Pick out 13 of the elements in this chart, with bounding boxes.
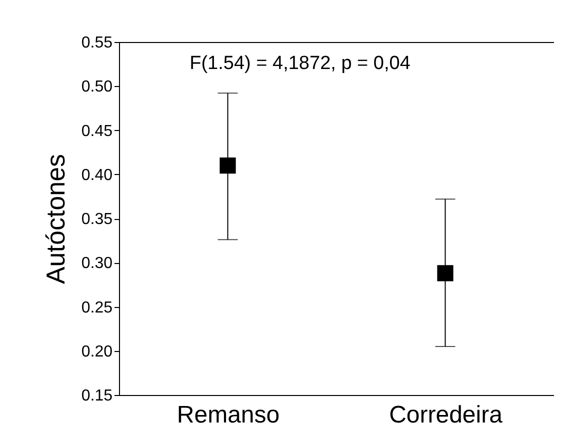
y-tick-label: 0.30 bbox=[81, 255, 113, 272]
y-tick-label: 0.15 bbox=[81, 388, 113, 404]
y-tick-label: 0.50 bbox=[81, 78, 113, 96]
y-tick-label: 0.35 bbox=[81, 211, 113, 228]
y-axis-title: Autóctones bbox=[40, 154, 70, 284]
x-tick-label: Corredeira bbox=[389, 402, 504, 428]
y-tick-label: 0.40 bbox=[81, 166, 113, 184]
y-tick-label: 0.25 bbox=[81, 299, 113, 316]
y-tick-label: 0.20 bbox=[81, 343, 113, 360]
x-tick-label: Remanso bbox=[176, 402, 280, 428]
annotation: F(1.54) = 4,1872, p = 0,04 bbox=[190, 53, 411, 74]
y-tick-label: 0.45 bbox=[81, 122, 113, 140]
y-tick-label: 0.55 bbox=[81, 34, 113, 52]
